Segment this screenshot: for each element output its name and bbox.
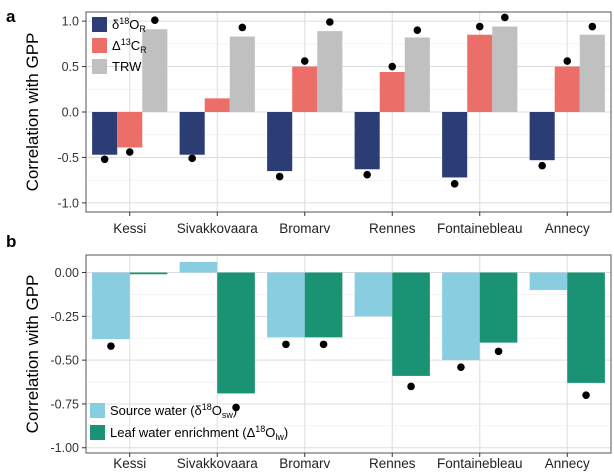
bar-d13C <box>117 112 143 148</box>
point-d13C <box>388 62 397 71</box>
point-d18O <box>100 155 109 164</box>
legend-swatch <box>90 425 105 440</box>
point-source <box>282 340 290 349</box>
point-leaf <box>232 403 240 412</box>
y-tick-label: -0.5 <box>57 151 79 165</box>
bar-d18O <box>354 112 380 170</box>
point-trw <box>588 22 597 31</box>
y-tick-label: -1.0 <box>57 196 79 210</box>
legend-swatch <box>92 38 107 53</box>
bar-source <box>529 272 568 291</box>
bar-trw <box>579 34 605 112</box>
x-category-label: Bromarv <box>279 221 330 236</box>
x-category-label: Annecy <box>545 221 590 236</box>
y-tick-label: -0.75 <box>51 397 80 411</box>
point-source <box>107 342 115 350</box>
x-category-label: Kessi <box>113 221 146 236</box>
point-d18O <box>275 172 284 181</box>
bar-d13C <box>379 72 405 112</box>
y-tick-label: 0.5 <box>62 60 79 74</box>
panel-letter: b <box>6 232 16 251</box>
bar-trw <box>404 37 430 112</box>
y-tick-label: 1.0 <box>62 15 79 29</box>
bar-leaf <box>217 272 255 394</box>
point-leaf <box>407 382 415 391</box>
bar-d13C <box>554 66 580 112</box>
x-category-label: Sivakkovaara <box>177 221 259 236</box>
x-category-label: Fontainebleau <box>437 221 523 236</box>
bar-d13C <box>292 66 318 112</box>
legend: Source water (δ18Osw) Leaf water enrichme… <box>90 402 288 442</box>
legend-label: Δ13CR <box>112 37 147 55</box>
legend: δ18OR Δ13CR TRW <box>92 16 147 74</box>
bar-trw <box>317 31 343 112</box>
y-tick-label: -1.00 <box>51 441 80 455</box>
bar-d18O <box>442 112 468 178</box>
point-d13C <box>563 57 572 65</box>
point-d18O <box>188 154 196 163</box>
bar-leaf <box>129 272 168 275</box>
bar-d18O <box>179 112 205 155</box>
bar-leaf <box>479 272 518 343</box>
plot-border <box>85 254 612 454</box>
x-category-label: Fontainebleau <box>437 456 523 471</box>
panel-a-chart: a -1.0 -0.5 0.0 0.5 1.0 Kessi Sivakkovaara Broma… <box>6 7 612 236</box>
y-tick-label: 0.0 <box>62 106 79 120</box>
legend-swatch <box>92 17 107 32</box>
x-category-label: Bromarv <box>279 456 330 471</box>
y-tick-label: -0.25 <box>51 310 80 324</box>
x-category-label: Rennes <box>369 221 416 236</box>
legend-swatch <box>92 59 107 74</box>
panel-letter: a <box>6 7 16 26</box>
bar-source <box>92 272 130 340</box>
panel-b-chart: b -1.00 -0.75 -0.50 -0.25 0.00 Kessi Sivakkovaa… <box>6 232 612 471</box>
y-tick-label: -0.50 <box>51 354 80 368</box>
point-leaf <box>582 391 590 399</box>
x-category-label: Annecy <box>545 456 590 471</box>
legend-label: Leaf water enrichment (Δ18Olw) <box>110 424 288 442</box>
point-d13C <box>125 148 134 156</box>
point-trw <box>501 13 509 22</box>
bar-leaf <box>567 272 605 383</box>
bar-leaf <box>304 272 343 338</box>
bar-d18O <box>92 112 118 155</box>
point-d13C <box>475 22 484 31</box>
legend-label: TRW <box>112 59 142 74</box>
bar-source <box>267 272 305 338</box>
legend-label: δ18OR <box>112 16 146 34</box>
point-trw <box>151 16 159 24</box>
plot-background <box>86 255 611 453</box>
bar-trw <box>492 26 518 112</box>
x-category-label: Rennes <box>369 456 416 471</box>
bar-trw <box>142 29 168 112</box>
bar-trw <box>229 36 255 112</box>
y-axis-label: Correlation with GPP <box>23 33 42 192</box>
y-axis-label: Correlation with GPP <box>23 275 42 434</box>
point-leaf <box>319 340 328 349</box>
x-category-label: Sivakkovaara <box>177 456 259 471</box>
bar-d18O <box>529 112 555 161</box>
legend-label: Source water (δ18Osw) <box>110 402 237 420</box>
point-trw <box>413 26 422 34</box>
point-trw <box>238 23 247 32</box>
legend-swatch <box>90 403 105 418</box>
y-tick-label: 0.00 <box>55 266 79 280</box>
bar-source <box>179 262 218 273</box>
bar-d13C <box>204 98 230 112</box>
point-leaf <box>494 347 503 356</box>
point-source <box>457 363 465 371</box>
x-category-label: Kessi <box>113 456 146 471</box>
point-trw <box>326 18 334 26</box>
point-d18O <box>363 170 371 179</box>
point-d18O <box>450 180 459 188</box>
bar-d18O <box>267 112 293 172</box>
bar-d13C <box>467 34 493 112</box>
bar-source <box>354 272 393 317</box>
bar-source <box>442 272 480 361</box>
point-d18O <box>538 161 546 170</box>
bar-leaf <box>392 272 430 376</box>
point-d13C <box>300 57 309 65</box>
